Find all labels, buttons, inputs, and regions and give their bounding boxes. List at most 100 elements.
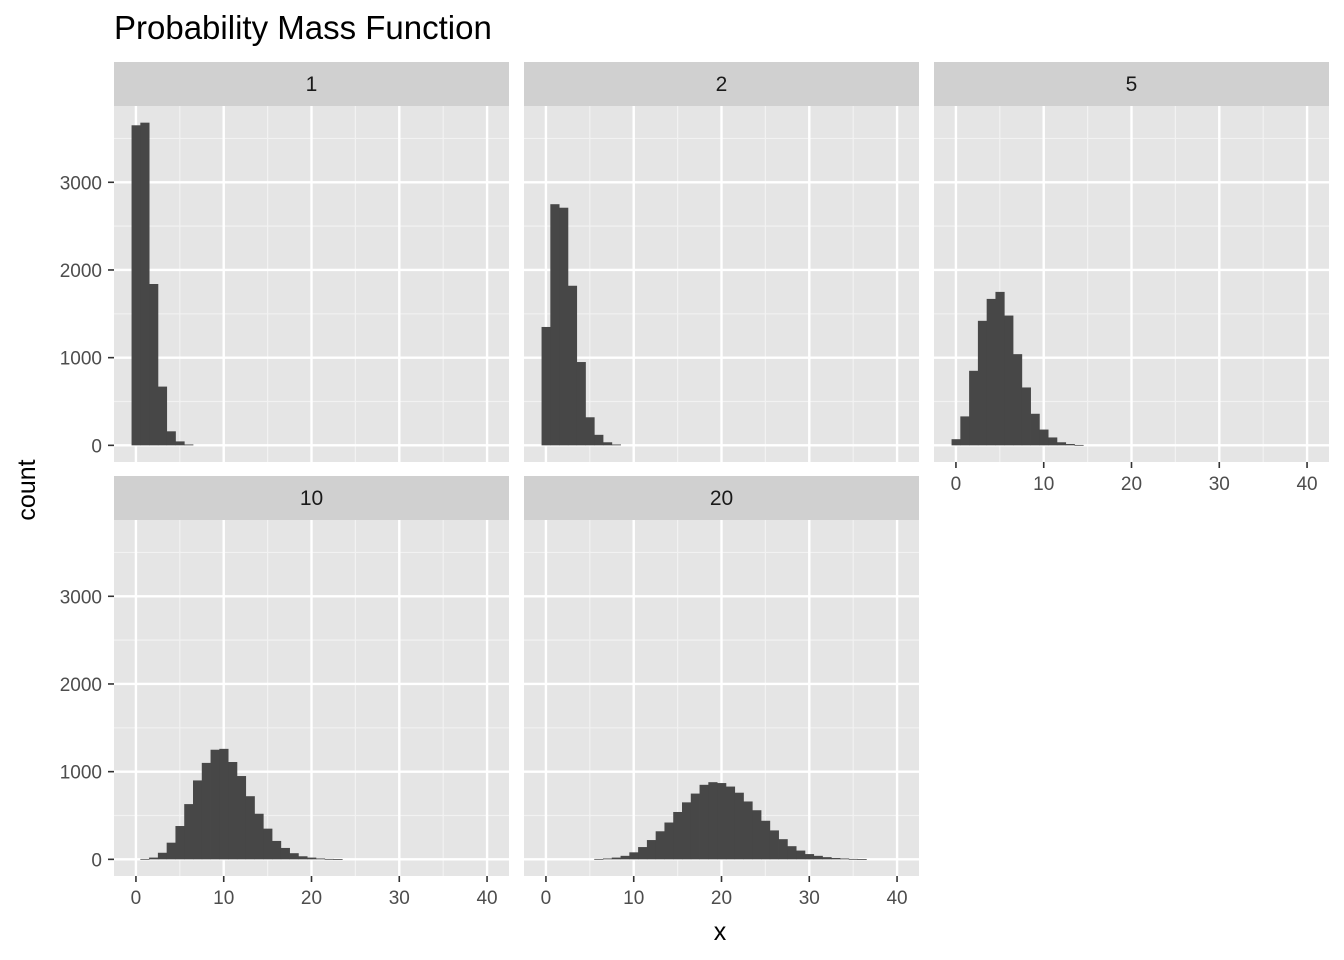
x-tick-label: 20: [301, 888, 322, 909]
histogram-bar: [184, 804, 194, 860]
histogram-bar: [787, 846, 797, 860]
facet-strip-label: 20: [710, 487, 733, 510]
histogram-bar: [1013, 354, 1023, 446]
facet-strip-label: 5: [1126, 73, 1138, 96]
y-tick-label: 2000: [60, 261, 102, 282]
histogram-bar: [725, 786, 736, 860]
histogram-bar: [550, 204, 560, 446]
facet-strip: [114, 476, 509, 520]
histogram-bar: [1021, 387, 1031, 446]
histogram-bar: [324, 858, 334, 860]
x-tick-label: 10: [213, 888, 234, 909]
histogram-bar: [611, 857, 621, 860]
y-tick-label: 3000: [60, 173, 102, 194]
histogram-bar: [620, 855, 630, 860]
histogram-bar: [1065, 444, 1075, 446]
y-tick-label: 3000: [60, 587, 102, 608]
chart-title: Probability Mass Function: [114, 9, 492, 46]
histogram-bar: [307, 857, 317, 860]
histogram-bar: [333, 859, 343, 860]
histogram-bar: [219, 748, 229, 860]
histogram-bar: [254, 813, 264, 860]
histogram-bar: [769, 830, 779, 860]
histogram-bar: [1030, 413, 1040, 446]
histogram-bar: [969, 370, 979, 446]
histogram-bar: [210, 749, 220, 860]
histogram-bar: [848, 858, 858, 860]
histogram-bar: [699, 784, 709, 860]
histogram-bar: [682, 802, 692, 860]
histogram-bar: [986, 298, 996, 446]
histogram-bar: [201, 762, 211, 860]
histogram-bar: [857, 859, 867, 860]
histogram-bar: [778, 839, 788, 860]
histogram-bar: [245, 796, 255, 860]
histogram-bar: [664, 822, 674, 860]
histogram-bar: [166, 431, 176, 446]
histogram-bar: [708, 782, 718, 860]
histogram-bar: [175, 826, 185, 860]
histogram-bar: [263, 828, 273, 860]
y-tick-label: 0: [91, 436, 102, 457]
histogram-bar: [822, 857, 832, 860]
facet-panel-5: 5 0 10 20 30 40: [934, 62, 1329, 495]
histogram-bar: [743, 801, 753, 860]
y-axis-title: count: [13, 459, 41, 520]
histogram-bar: [157, 852, 168, 860]
histogram-bar: [655, 831, 665, 860]
facet-panel-10: 10 0 10 20 30 40 0 1000 2000 3000: [60, 476, 509, 909]
x-tick-label: 40: [1296, 474, 1317, 495]
histogram-bar: [289, 853, 299, 860]
histogram-bar: [272, 840, 282, 860]
y-tick-label: 1000: [60, 763, 102, 784]
x-tick-label: 0: [541, 888, 552, 909]
facet-strip-label: 10: [300, 487, 323, 510]
histogram-bar: [149, 284, 159, 446]
histogram-bar: [734, 792, 744, 860]
facet-panel-20: 20 0 10 20 30 40: [524, 476, 919, 909]
histogram-bar: [1039, 429, 1049, 446]
histogram-bar: [541, 326, 551, 446]
x-tick-label: 10: [1033, 474, 1054, 495]
histogram-bar: [236, 776, 247, 860]
x-tick-label: 30: [799, 888, 820, 909]
facet-panel-2: 2: [524, 62, 919, 462]
histogram-bar: [796, 850, 806, 860]
histogram-bar: [673, 811, 683, 860]
histogram-bar: [193, 780, 203, 860]
facet-strip: [524, 476, 919, 520]
x-tick-label: 40: [476, 888, 497, 909]
x-tick-label: 20: [711, 888, 732, 909]
x-tick-label: 0: [131, 888, 142, 909]
histogram-bar: [149, 857, 159, 860]
y-tick-label: 2000: [60, 675, 102, 696]
histogram-bar: [813, 855, 823, 860]
histogram-bar: [594, 434, 604, 446]
histogram-bar: [315, 858, 326, 860]
histogram-bar: [228, 762, 238, 860]
histogram-bar: [166, 842, 176, 860]
histogram-bar: [131, 125, 141, 446]
x-tick-label: 0: [951, 474, 962, 495]
histogram-bar: [995, 291, 1005, 446]
histogram-bar: [157, 386, 168, 446]
facet-strip: [524, 62, 919, 106]
histogram-bar: [717, 783, 727, 860]
facet-strip-label: 2: [716, 73, 728, 96]
x-tick-label: 10: [623, 888, 644, 909]
histogram-bar: [1004, 315, 1014, 446]
histogram-bar: [629, 852, 639, 860]
x-tick-label: 30: [1209, 474, 1230, 495]
x-tick-label: 40: [886, 888, 907, 909]
x-tick-label: 20: [1121, 474, 1142, 495]
histogram-bar: [585, 417, 595, 446]
histogram-bar: [804, 854, 815, 860]
histogram-bar: [576, 362, 586, 446]
x-tick-label: 30: [389, 888, 410, 909]
histogram-bar: [603, 858, 613, 860]
histogram-bar: [840, 858, 850, 860]
facet-strip-label: 1: [306, 73, 318, 96]
histogram-bar: [611, 444, 621, 446]
histogram-bar: [752, 810, 762, 860]
